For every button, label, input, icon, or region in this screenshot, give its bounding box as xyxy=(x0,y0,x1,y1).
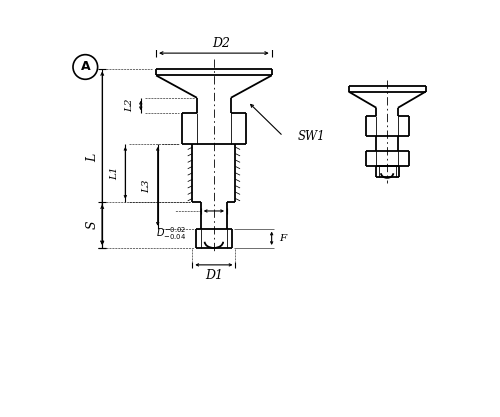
Text: L1: L1 xyxy=(110,166,119,180)
Text: A: A xyxy=(80,60,90,73)
Text: $D^{-0.02}_{-0.04}$: $D^{-0.02}_{-0.04}$ xyxy=(156,225,186,241)
Text: D2: D2 xyxy=(212,37,230,50)
Text: SW1: SW1 xyxy=(298,130,326,143)
Text: S: S xyxy=(86,221,98,229)
Text: F: F xyxy=(279,234,286,243)
Text: L2: L2 xyxy=(126,99,134,112)
Text: D1: D1 xyxy=(205,269,223,282)
Text: L3: L3 xyxy=(142,180,152,193)
Text: L: L xyxy=(86,154,98,162)
